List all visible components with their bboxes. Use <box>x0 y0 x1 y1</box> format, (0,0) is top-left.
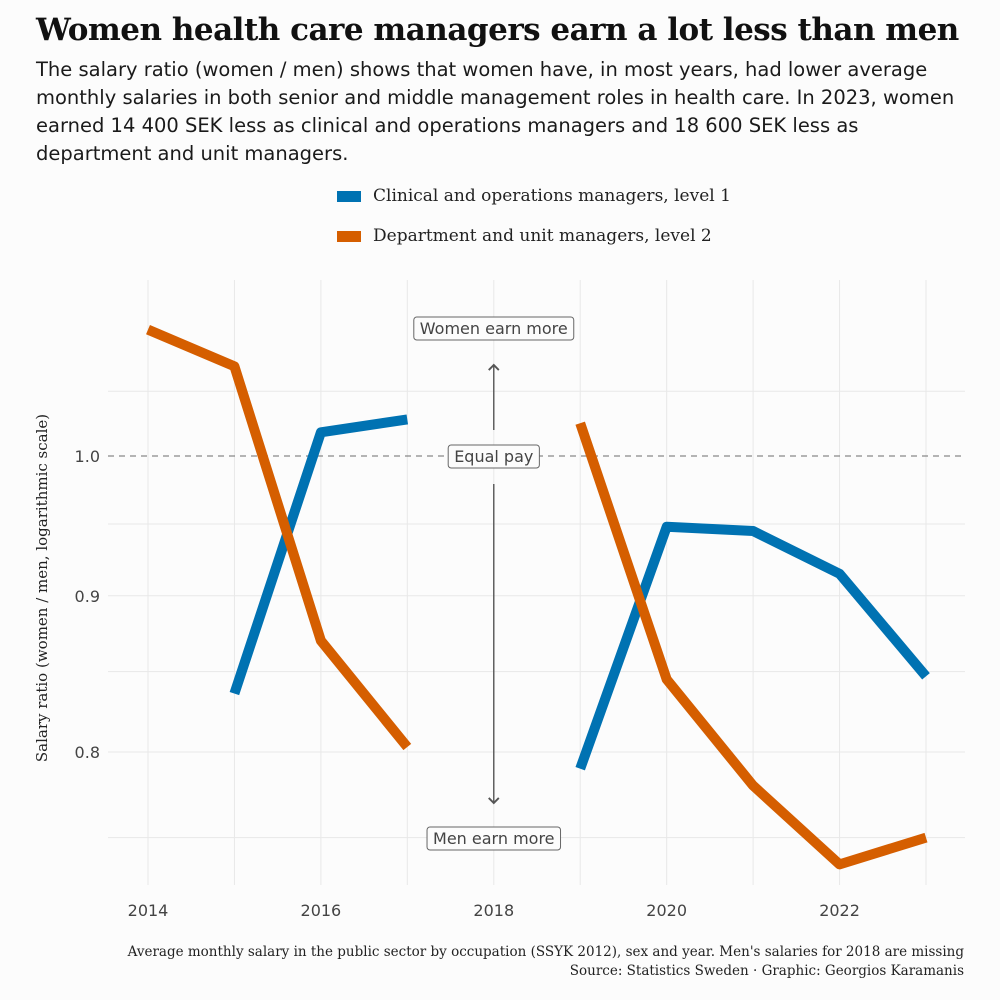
label-men-earn-more-box <box>426 826 562 851</box>
series-line-1-segment-1 <box>229 414 409 696</box>
subtitle: The salary ratio (women / men) shows tha… <box>36 58 955 165</box>
y-tick-label: 0.8 <box>75 743 100 762</box>
y-axis-title: Salary ratio (women / men, logarithmic s… <box>33 414 51 762</box>
label-women-earn-more-text: Women earn more <box>420 319 568 338</box>
label-equal-pay-box <box>447 444 540 469</box>
x-tick-label: 2020 <box>646 901 687 920</box>
legend-item-level1: Clinical and operations managers, level … <box>337 182 731 210</box>
label-men-earn-more-text: Men earn more <box>433 829 555 848</box>
legend-item-level2: Department and unit managers, level 2 <box>337 222 731 250</box>
caption-note: Average monthly salary in the public sec… <box>127 944 964 960</box>
legend-swatch-level1 <box>337 190 361 202</box>
label-women-earn-more-box <box>413 316 575 341</box>
series-line-2-segment-2 <box>575 421 928 870</box>
legend-label-level1: Clinical and operations managers, level … <box>373 186 731 206</box>
y-tick-label: 1.0 <box>75 447 100 466</box>
page-title: Women health care managers earn a lot le… <box>36 12 959 48</box>
legend-label-level2: Department and unit managers, level 2 <box>373 226 712 246</box>
y-tick-label: 0.9 <box>75 587 100 606</box>
legend-swatch-level2 <box>337 230 361 242</box>
legend: Clinical and operations managers, level … <box>337 182 731 262</box>
x-tick-label: 2022 <box>819 901 860 920</box>
label-equal-pay-text: Equal pay <box>454 447 533 466</box>
x-tick-label: 2014 <box>128 901 169 920</box>
series-line-2-segment-1 <box>146 324 412 751</box>
x-tick-label: 2016 <box>301 901 342 920</box>
caption-source: Source: Statistics Sweden · Graphic: Geo… <box>569 963 964 979</box>
caption: Average monthly salary in the public sec… <box>24 943 964 981</box>
x-tick-label: 2018 <box>473 901 514 920</box>
